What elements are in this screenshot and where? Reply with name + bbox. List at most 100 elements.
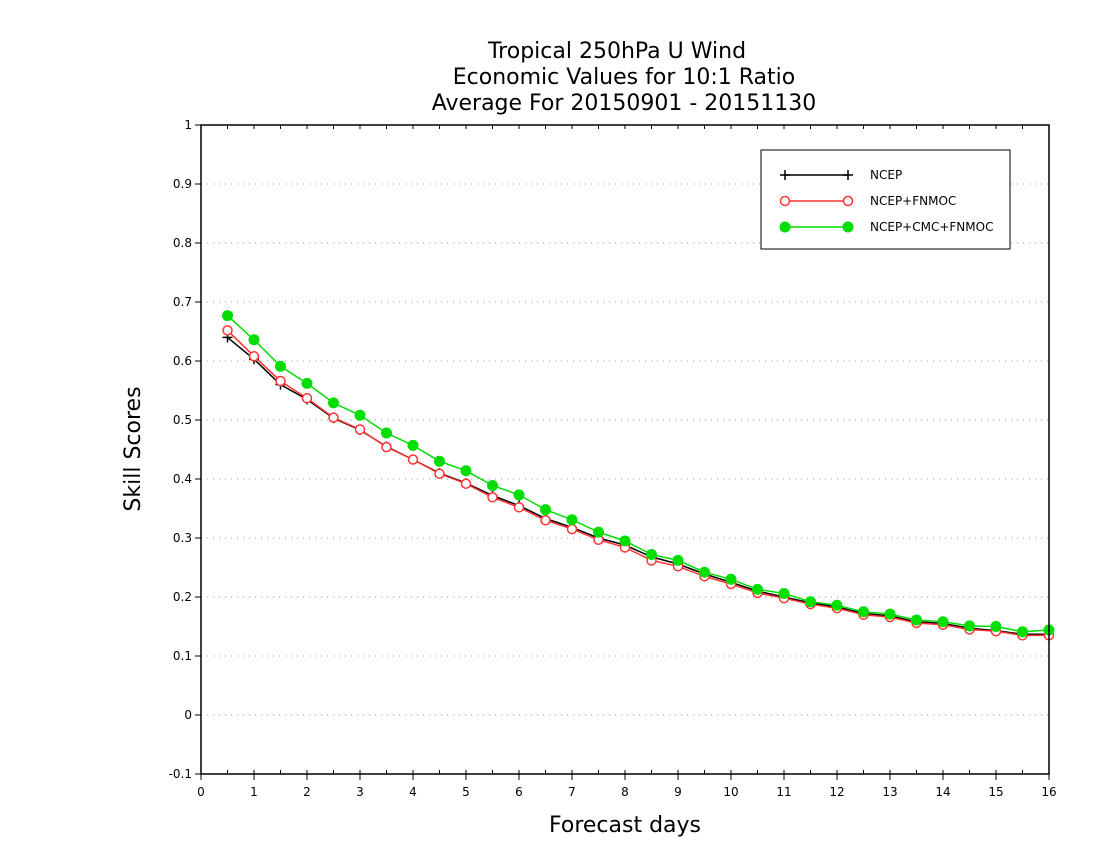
legend-marker-right xyxy=(842,195,854,207)
x-tick-label: 8 xyxy=(621,785,629,799)
data-point-ncep-cmc-fnmoc xyxy=(911,614,922,626)
data-point-ncep-cmc-fnmoc xyxy=(566,514,578,526)
series-line-ncep xyxy=(227,336,1049,635)
x-tick-label: 16 xyxy=(1041,785,1056,799)
data-point-ncep-cmc-fnmoc xyxy=(513,489,525,501)
series-line-ncep-cmc-fnmoc xyxy=(226,315,1050,633)
legend-entry-ncep: NCEP xyxy=(780,168,902,182)
data-point-ncep-cmc-fnmoc xyxy=(460,465,472,477)
y-tick-label: 0.9 xyxy=(173,177,192,191)
grid xyxy=(201,183,1049,716)
chart-title-line-2: Economic Values for 10:1 Ratio xyxy=(453,65,795,90)
data-point-ncep-cmc-fnmoc xyxy=(964,620,975,632)
data-point-ncep-cmc-fnmoc xyxy=(328,397,339,409)
legend-entry-ncep-cmc-fnmoc: NCEP+CMC+FNMOC xyxy=(779,220,993,234)
data-point-ncep-cmc-fnmoc xyxy=(778,587,790,599)
legend-marker-left xyxy=(780,170,790,180)
x-tick-label: 9 xyxy=(674,785,682,799)
x-tick-label: 14 xyxy=(935,785,950,799)
legend-label: NCEP+FNMOC xyxy=(870,194,956,208)
data-point-ncep-cmc-fnmoc xyxy=(831,599,843,611)
chart-title-line-3: Average For 20150901 - 20151130 xyxy=(432,91,817,116)
x-tick-label: 0 xyxy=(197,785,205,799)
legend-marker-left xyxy=(779,195,791,207)
data-point-ncep-cmc-fnmoc xyxy=(275,360,286,372)
data-point-ncep-cmc-fnmoc xyxy=(222,310,233,322)
data-point-ncep-cmc-fnmoc xyxy=(672,554,684,566)
x-axis-title: Forecast days xyxy=(549,813,701,838)
data-point-ncep-cmc-fnmoc xyxy=(858,606,869,618)
data-point-ncep-cmc-fnmoc xyxy=(937,616,949,628)
data-point-ncep-fnmoc xyxy=(460,478,472,489)
data-point-ncep-cmc-fnmoc xyxy=(354,409,366,421)
legend-label: NCEP+CMC+FNMOC xyxy=(870,220,993,234)
legend-marker-left xyxy=(779,221,791,233)
y-tick-label: -0.1 xyxy=(169,767,192,781)
legend: NCEP NCEP+FNMOC NCEP+CMC+FNMOC xyxy=(760,149,1011,250)
data-point-ncep-fnmoc xyxy=(381,441,392,453)
x-tick-label: 2 xyxy=(303,785,311,799)
data-point-ncep-cmc-fnmoc xyxy=(381,427,392,439)
x-tick-label: 4 xyxy=(409,785,417,799)
data-point-ncep-fnmoc xyxy=(540,515,551,526)
x-tick-label: 10 xyxy=(723,785,738,799)
data-point-ncep-fnmoc xyxy=(275,375,286,387)
y-tick-label: 0.2 xyxy=(173,590,192,604)
series-ncep-fnmoc xyxy=(222,325,1055,641)
y-tick-label: 0.6 xyxy=(173,354,192,368)
y-axis-title: Skill Scores xyxy=(121,386,146,511)
data-point-ncep-cmc-fnmoc xyxy=(619,535,631,547)
y-tick-label: 0 xyxy=(184,708,192,722)
x-tick-label: 11 xyxy=(776,785,791,799)
legend-box xyxy=(760,149,1011,250)
legend-marker-right xyxy=(842,221,854,233)
data-point-ncep-fnmoc xyxy=(566,523,578,535)
series-ncep xyxy=(222,332,1054,640)
y-tick-label: 0.3 xyxy=(173,531,192,545)
x-tick-label: 15 xyxy=(988,785,1003,799)
y-tick-label: 0.4 xyxy=(173,472,192,486)
data-point-ncep-fnmoc xyxy=(513,502,525,513)
y-tick-label: 0.7 xyxy=(173,295,192,309)
x-tick-label: 7 xyxy=(568,785,576,799)
x-tick-label: 5 xyxy=(462,785,470,799)
data-point-ncep-cmc-fnmoc xyxy=(407,439,419,451)
data-point-ncep-cmc-fnmoc xyxy=(725,573,737,585)
data-point-ncep-cmc-fnmoc xyxy=(699,566,710,578)
data-point-ncep-cmc-fnmoc xyxy=(434,455,445,467)
data-point-ncep-cmc-fnmoc xyxy=(990,621,1002,632)
data-point-ncep-cmc-fnmoc xyxy=(884,608,896,620)
x-tick-label: 3 xyxy=(356,785,364,799)
data-point-ncep-cmc-fnmoc xyxy=(646,549,657,561)
x-tick-label: 12 xyxy=(829,785,844,799)
data-point-ncep-fnmoc xyxy=(407,454,419,465)
x-tick-label: 13 xyxy=(882,785,897,799)
data-point-ncep-fnmoc xyxy=(301,392,313,404)
data-point-ncep-cmc-fnmoc xyxy=(1017,626,1028,638)
legend-label: NCEP xyxy=(870,168,902,182)
data-point-ncep-fnmoc xyxy=(328,412,339,423)
data-point-ncep-fnmoc xyxy=(434,468,445,479)
data-point-ncep-cmc-fnmoc xyxy=(593,526,604,538)
data-point-ncep-cmc-fnmoc xyxy=(805,596,816,608)
chart-title-line-1: Tropical 250hPa U Wind xyxy=(487,39,746,64)
data-point-ncep-cmc-fnmoc xyxy=(248,334,260,346)
x-tick-label: 1 xyxy=(250,785,258,799)
data-point-ncep-fnmoc xyxy=(487,492,498,503)
y-tick-label: 0.1 xyxy=(173,649,192,663)
series-layer xyxy=(222,310,1055,641)
series-ncep-cmc-fnmoc xyxy=(222,310,1055,638)
data-point-ncep-fnmoc xyxy=(248,351,260,362)
data-point-ncep-fnmoc xyxy=(354,424,366,435)
legend-marker-right xyxy=(843,170,853,180)
series-line-ncep-fnmoc xyxy=(226,329,1049,637)
ticks: -0.100.10.20.30.40.50.60.70.80.910 1 2 3 4 5 6… xyxy=(169,118,1057,799)
y-tick-label: 0.5 xyxy=(173,413,192,427)
data-point-ncep-fnmoc xyxy=(222,325,233,336)
data-point-ncep-cmc-fnmoc xyxy=(487,479,498,491)
x-tick-label: 6 xyxy=(515,785,523,799)
data-point-ncep-cmc-fnmoc xyxy=(301,377,313,389)
data-point-ncep-cmc-fnmoc xyxy=(752,583,763,595)
y-tick-label: 1 xyxy=(184,118,192,132)
